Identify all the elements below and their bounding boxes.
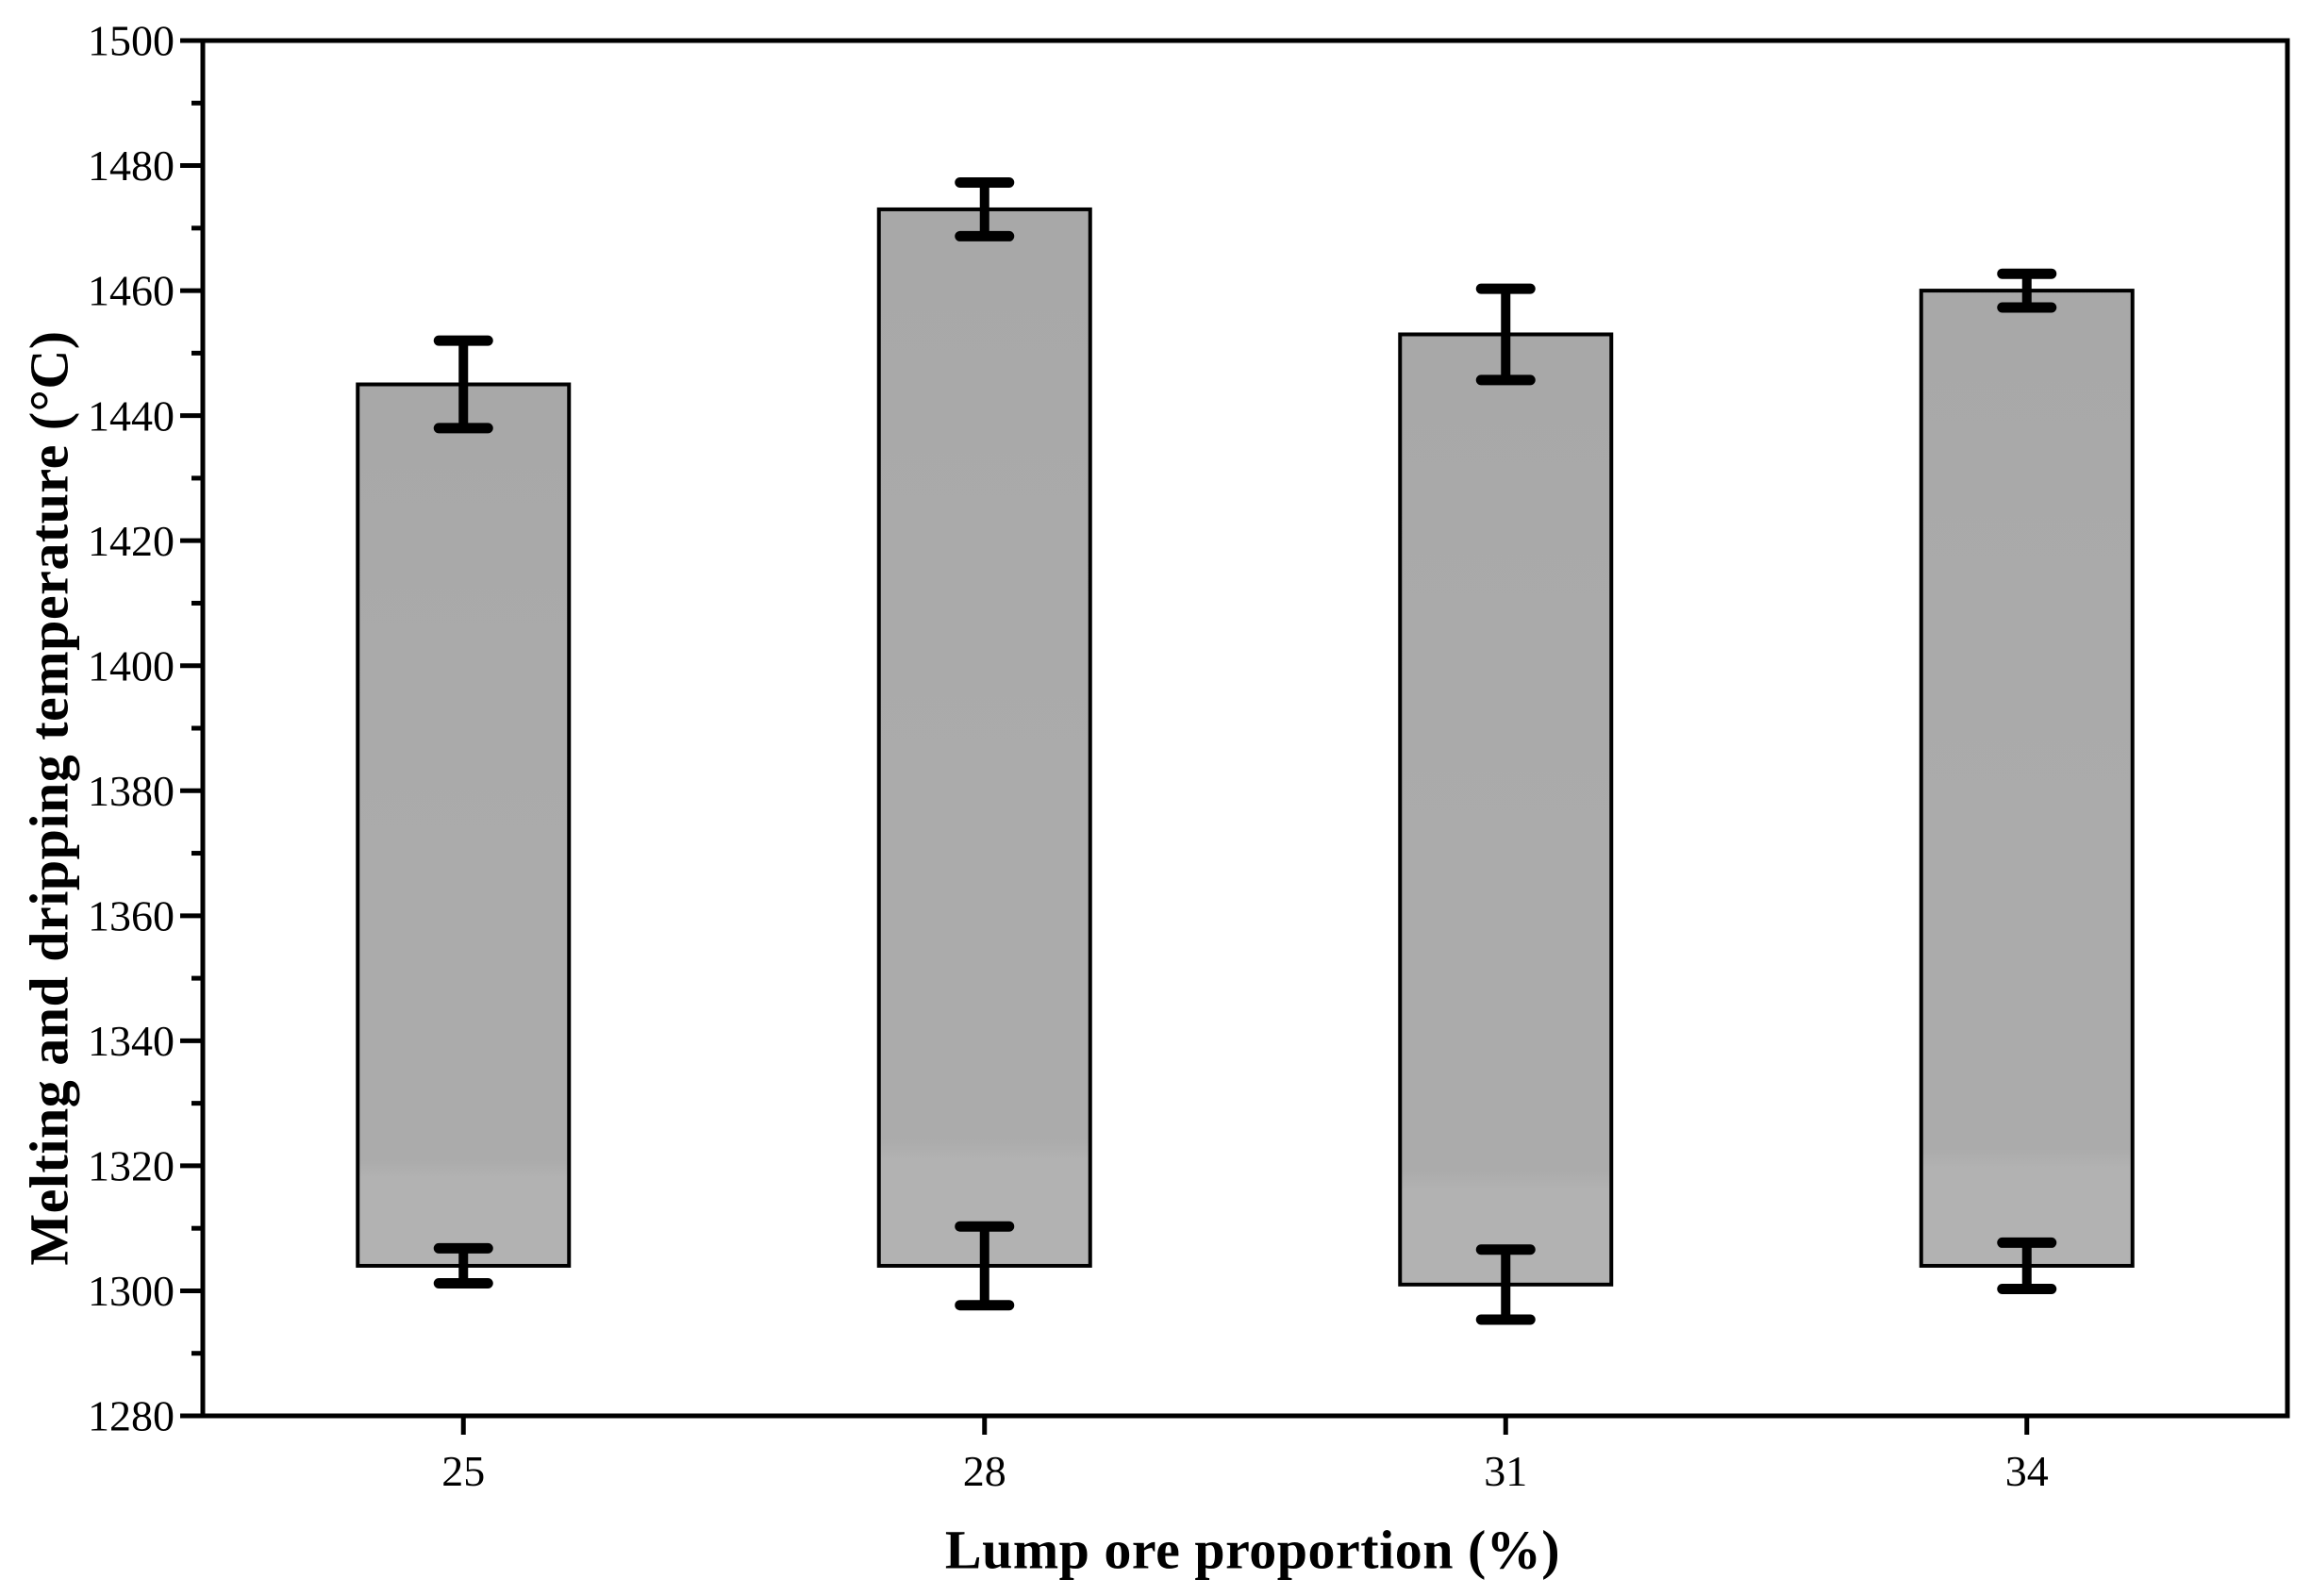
bar-34 [1919, 289, 2135, 1268]
x-tick-label-34: 34 [2005, 1447, 2049, 1495]
y-tick-label-1340: 1340 [88, 1017, 175, 1065]
bar-28 [876, 207, 1092, 1268]
y-tick-label-1460: 1460 [88, 267, 175, 315]
y-axis-title: Melting and dripping temperature (°C) [18, 330, 80, 1266]
y-tick-label-1280: 1280 [88, 1392, 175, 1440]
x-axis-title: Lump ore proportion (%) [944, 1519, 1561, 1581]
y-tick-label-1440: 1440 [88, 391, 175, 440]
bar-31 [1398, 332, 1614, 1287]
y-tick-label-1380: 1380 [88, 767, 175, 815]
y-tick-label-1300: 1300 [88, 1267, 175, 1315]
x-tick-label-28: 28 [963, 1447, 1006, 1495]
y-tick-label-1320: 1320 [88, 1142, 175, 1190]
y-tick-label-1400: 1400 [88, 641, 175, 690]
x-tick-label-31: 31 [1484, 1447, 1527, 1495]
x-tick-label-25: 25 [441, 1447, 485, 1495]
bar-25 [356, 382, 572, 1268]
y-tick-label-1360: 1360 [88, 891, 175, 939]
y-tick-label-1480: 1480 [88, 141, 175, 190]
y-tick-label-1420: 1420 [88, 517, 175, 565]
y-tick-label-1500: 1500 [88, 17, 175, 65]
